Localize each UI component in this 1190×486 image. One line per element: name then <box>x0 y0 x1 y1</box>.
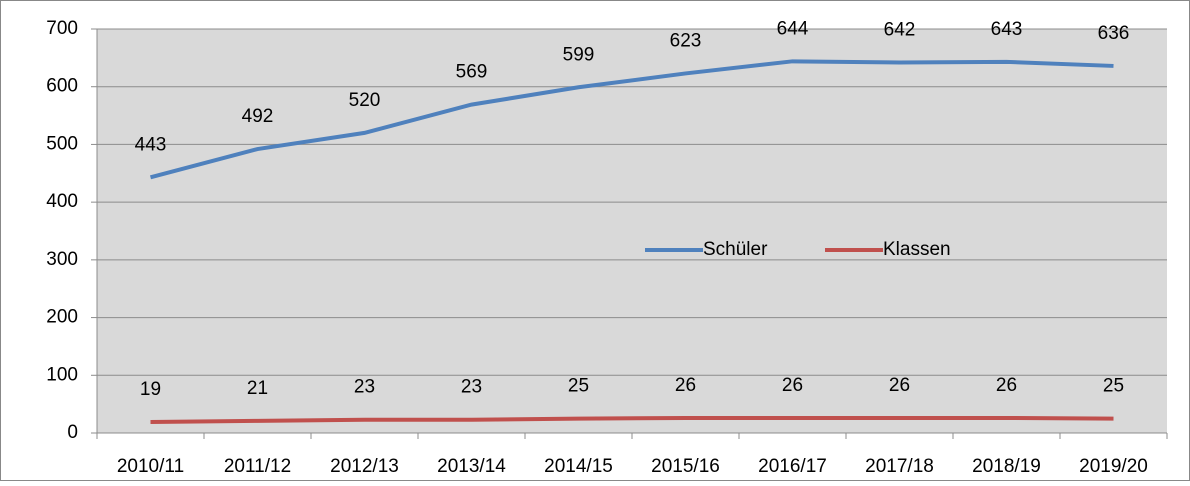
plot-area <box>97 29 1167 433</box>
y-tick-label: 0 <box>67 422 78 443</box>
legend-label: Klassen <box>883 239 951 260</box>
data-label: 26 <box>889 375 910 396</box>
y-tick-label: 200 <box>46 307 78 328</box>
data-label: 26 <box>782 375 803 396</box>
data-label: 25 <box>568 376 589 397</box>
x-tick-label: 2017/18 <box>865 456 934 477</box>
y-tick-label: 600 <box>46 76 78 97</box>
y-tick-label: 400 <box>46 191 78 212</box>
y-tick-label: 700 <box>46 18 78 39</box>
x-tick-label: 2016/17 <box>758 456 827 477</box>
data-label: 643 <box>991 19 1023 40</box>
x-tick-label: 2015/16 <box>651 456 720 477</box>
x-tick-label: 2018/19 <box>972 456 1041 477</box>
data-label: 26 <box>996 375 1017 396</box>
data-label: 644 <box>777 18 809 39</box>
data-label: 636 <box>1098 23 1130 44</box>
x-tick-label: 2011/12 <box>224 456 291 477</box>
data-label: 23 <box>461 377 482 398</box>
data-label: 569 <box>456 62 488 83</box>
y-tick-label: 100 <box>46 364 78 385</box>
data-label: 26 <box>675 375 696 396</box>
data-label: 443 <box>135 134 167 155</box>
data-label: 623 <box>670 30 702 51</box>
data-label: 599 <box>563 44 595 65</box>
x-tick-label: 2010/11 <box>117 456 184 477</box>
x-tick-label: 2013/14 <box>437 456 506 477</box>
y-tick-label: 500 <box>46 133 78 154</box>
x-tick-label: 2012/13 <box>330 456 399 477</box>
data-label: 19 <box>140 379 161 400</box>
line-series <box>150 415 1114 425</box>
x-tick-label: 2019/20 <box>1079 456 1148 477</box>
data-label: 23 <box>354 377 375 398</box>
legend-label: Schüler <box>703 239 768 260</box>
x-tick-label: 2014/15 <box>544 456 613 477</box>
data-label: 492 <box>242 106 274 127</box>
line-series <box>149 59 1114 180</box>
y-tick-label: 300 <box>46 249 78 270</box>
data-label: 25 <box>1103 376 1124 397</box>
data-label: 642 <box>884 19 916 40</box>
data-label: 520 <box>349 90 381 111</box>
data-label: 21 <box>247 378 268 399</box>
